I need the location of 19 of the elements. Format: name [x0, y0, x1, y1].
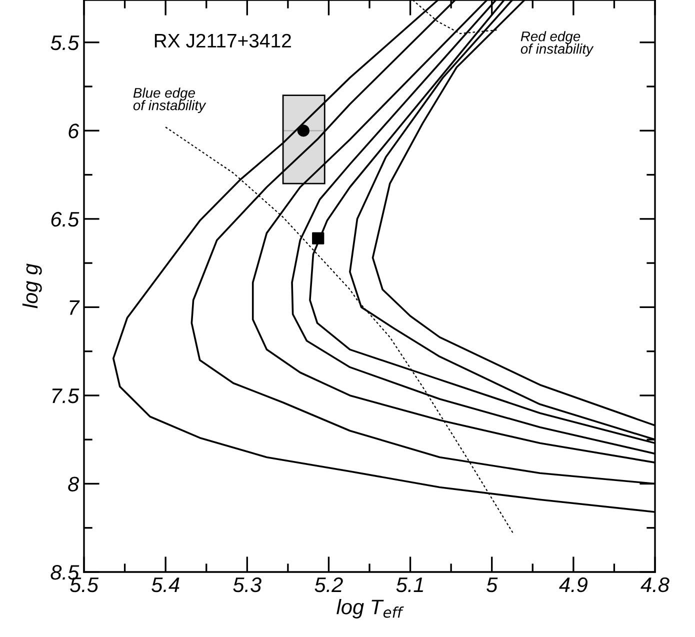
- annotation: RX J2117+3412: [154, 34, 291, 48]
- y-tick-label: 6.5: [51, 212, 80, 227]
- x-tick-label: 5.4: [152, 578, 180, 592]
- y-tick-label: 8: [68, 476, 80, 492]
- y-tick-label: 8.5: [50, 565, 80, 580]
- x-tick-label: 5.3: [233, 577, 262, 592]
- annotation: Red edge of instability: [520, 31, 594, 56]
- y-tick-label: 7.5: [52, 388, 80, 404]
- y-axis-title: log g: [22, 264, 42, 308]
- x-axis-title: log T$_{eff}$: [336, 599, 404, 618]
- y-tick-label: 7: [70, 300, 80, 315]
- x-tick-label: 4.8: [640, 577, 670, 592]
- x-tick-label: 5.2: [314, 577, 343, 592]
- x-tick-label: 5.1: [396, 578, 424, 592]
- x-tick-label: 5: [486, 578, 498, 592]
- y-tick-label: 6: [68, 124, 80, 138]
- annotation: Blue edge of instability: [133, 88, 206, 113]
- y-tick-label: 5.5: [50, 36, 80, 50]
- x-tick-label: 4.9: [559, 577, 588, 592]
